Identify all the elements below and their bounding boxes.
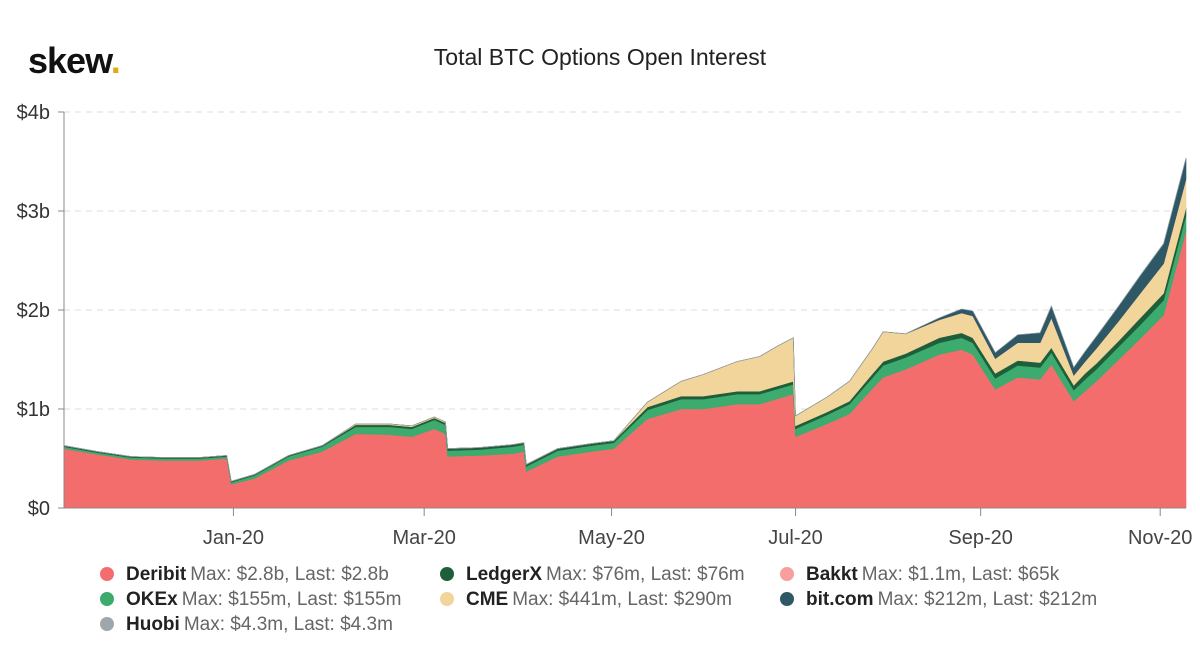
gridlines (64, 111, 1186, 410)
stacked-areas (63, 157, 1187, 509)
x-tick-label: May-20 (578, 527, 645, 549)
legend-swatch (780, 567, 794, 581)
y-tick-label: $1b (17, 399, 50, 421)
legend-stats: Max: $441m, Last: $290m (512, 589, 732, 610)
legend-stats: Max: $212m, Last: $212m (877, 589, 1098, 610)
y-tick-label: $3b (17, 201, 50, 223)
legend-swatch (100, 617, 114, 631)
legend-swatch (440, 567, 454, 581)
x-tick-label: Jan-20 (203, 527, 264, 549)
legend-stats: Max: $1.1m, Last: $65k (861, 564, 1060, 585)
legend-item-okex[interactable]: OKEx Max: $155m, Last: $155m (100, 589, 401, 611)
logo-dot: . (110, 40, 121, 81)
y-tick-label: $4b (17, 102, 50, 124)
legend-item-ledgerx[interactable]: LedgerX Max: $76m, Last: $76m (440, 564, 745, 586)
legend-stats: Max: $76m, Last: $76m (546, 564, 745, 585)
legend-swatch (100, 567, 114, 581)
legend-item-cme[interactable]: CME Max: $441m, Last: $290m (440, 589, 732, 611)
y-tick-label: $0 (28, 498, 50, 520)
skew-logo: skew. (28, 40, 121, 82)
legend-stats: Max: $155m, Last: $155m (181, 589, 402, 610)
chart-title: Total BTC Options Open Interest (433, 44, 767, 70)
legend-name: LedgerX (466, 564, 543, 585)
legend-swatch (780, 592, 794, 606)
legend-name: OKEx (126, 589, 178, 610)
x-axis-ticks: Jan-20 Mar-20 May-20 Jul-20 Sep-20 Nov-20 (203, 508, 1192, 549)
legend-item-huobi[interactable]: Huobi Max: $4.3m, Last: $4.3m (100, 614, 393, 636)
legend-item-bit-com[interactable]: bit.com Max: $212m, Last: $212m (780, 589, 1097, 611)
legend-item-deribit[interactable]: Deribit Max: $2.8b, Last: $2.8b (100, 564, 389, 586)
legend-name: CME (466, 589, 509, 610)
legend-swatch (100, 592, 114, 606)
legend-name: Huobi (126, 614, 180, 635)
legend-item-bakkt[interactable]: Bakkt Max: $1.1m, Last: $65k (780, 564, 1059, 586)
x-tick-label: Nov-20 (1128, 527, 1192, 549)
area-series-huobi (63, 157, 1187, 482)
y-tick-label: $2b (17, 300, 50, 322)
legend-stats: Max: $4.3m, Last: $4.3m (183, 614, 393, 635)
legend-stats: Max: $2.8b, Last: $2.8b (190, 564, 389, 585)
x-tick-label: Mar-20 (392, 527, 455, 549)
logo-text: skew (28, 40, 112, 81)
legend-name: bit.com (806, 589, 874, 610)
x-tick-label: Jul-20 (768, 527, 822, 549)
x-tick-label: Sep-20 (948, 527, 1013, 549)
y-axis-ticks: $0 $1b $2b $3b $4b (17, 102, 64, 520)
legend-swatch (440, 592, 454, 606)
legend-name: Deribit (126, 564, 187, 585)
legend-name: Bakkt (806, 564, 858, 585)
